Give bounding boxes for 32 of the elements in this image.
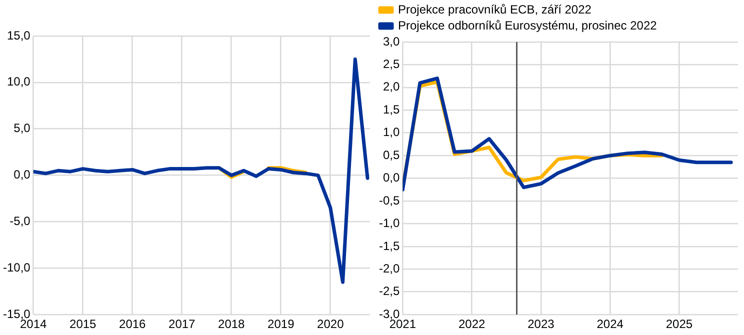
- y-tick-label: 1,0: [382, 125, 400, 140]
- x-tick-label: 2024: [596, 317, 624, 332]
- y-tick-label: 0,0: [382, 170, 400, 185]
- y-tick-label: 5,0: [14, 121, 31, 136]
- y-tick-label: -1,5: [378, 238, 400, 253]
- x-tick-label: 2018: [218, 317, 246, 332]
- x-tick-label: 2025: [666, 317, 693, 332]
- legend-label: Projekce pracovníků ECB, září 2022: [398, 2, 592, 16]
- y-tick-label: 2,5: [382, 57, 400, 72]
- y-tick-label: 2,0: [382, 80, 400, 94]
- x-tick-label: 2016: [119, 317, 146, 332]
- x-tick-label: 2022: [458, 317, 486, 332]
- y-tick-label: 10,0: [6, 74, 31, 89]
- y-tick-label: -2,0: [378, 261, 400, 276]
- x-tick-label: 2017: [168, 317, 196, 332]
- y-tick-label: 3,0: [382, 34, 400, 48]
- y-tick-label: -10,0: [2, 260, 31, 274]
- y-tick-label: 0,0: [14, 168, 31, 182]
- y-tick-label: -1,0: [378, 216, 400, 230]
- y-tick-label: -15,0: [2, 306, 31, 321]
- x-tick-label: 2023: [528, 317, 555, 332]
- y-tick-label: -0,5: [378, 193, 400, 208]
- x-tick-label: 2020: [317, 317, 344, 332]
- y-tick-label: -5,0: [10, 214, 31, 228]
- y-tick-label: -2,5: [378, 284, 400, 298]
- y-tick-label: -3,0: [378, 306, 400, 321]
- x-tick-label: 2015: [70, 317, 97, 332]
- legend-label: Projekce odborníků Eurosystému, prosinec 2022: [398, 18, 658, 32]
- y-tick-label: 1,5: [382, 102, 400, 116]
- y-tick-label: 0,5: [382, 148, 400, 162]
- y-tick-label: 15,0: [6, 28, 31, 42]
- x-tick-label: 2019: [268, 317, 295, 332]
